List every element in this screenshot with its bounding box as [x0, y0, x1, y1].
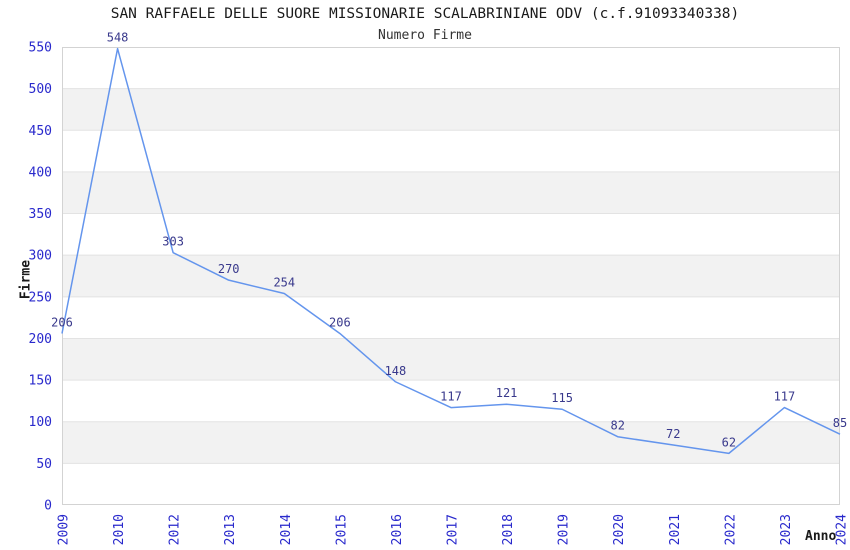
x-tick-label: 2012: [168, 514, 183, 545]
y-tick-label: 500: [29, 82, 52, 97]
x-tick-label: 2020: [612, 514, 627, 545]
data-point-label: 548: [107, 31, 129, 45]
y-tick-label: 300: [29, 249, 52, 264]
grid-band: [62, 421, 840, 464]
data-point-label: 206: [51, 315, 73, 329]
x-tick-label: 2014: [279, 514, 294, 545]
x-tick-label: 2016: [390, 514, 405, 545]
y-tick-label: 100: [29, 415, 52, 430]
series-line: [61, 47, 841, 455]
x-tick-label: 2019: [557, 514, 572, 545]
data-point-label: 62: [722, 435, 736, 449]
y-tick-label: 550: [29, 41, 52, 56]
x-axis-title: Anno: [805, 529, 837, 544]
x-tick-label: 2013: [223, 514, 238, 545]
y-tick-label: 0: [44, 499, 52, 514]
y-tick-label: 150: [29, 374, 52, 389]
y-tick-label: 450: [29, 124, 52, 139]
data-point-label: 85: [833, 416, 847, 430]
data-point-label: 148: [385, 364, 407, 378]
x-tick-label: 2010: [112, 514, 127, 545]
y-tick-label: 250: [29, 290, 52, 305]
data-point-label: 254: [273, 275, 295, 289]
y-tick-label: 200: [29, 332, 52, 347]
data-point-label: 117: [774, 390, 796, 404]
grid-band: [62, 171, 840, 214]
x-tick-label: 2023: [779, 514, 794, 545]
data-point-label: 82: [610, 419, 624, 433]
y-tick-label: 350: [29, 207, 52, 222]
data-point-label: 117: [440, 390, 462, 404]
data-point-label: 115: [551, 391, 573, 405]
x-tick-label: 2018: [501, 514, 516, 545]
x-tick-label: 2021: [668, 514, 683, 545]
y-tick-label: 50: [36, 457, 52, 472]
data-point-label: 72: [666, 427, 680, 441]
x-tick-label: 2024: [835, 514, 850, 545]
data-point-label: 303: [162, 235, 184, 249]
grid-band: [62, 338, 840, 381]
grid-band: [62, 255, 840, 297]
x-tick-label: 2017: [446, 514, 461, 545]
plot-border: [62, 47, 840, 505]
x-tick-label: 2015: [334, 514, 349, 545]
data-point-label: 270: [218, 262, 240, 276]
chart-title: SAN RAFFAELE DELLE SUORE MISSIONARIE SCA…: [110, 6, 740, 22]
chart-subtitle: Numero Firme: [378, 28, 472, 43]
x-tick-label: 2009: [57, 514, 72, 545]
data-point-label: 121: [496, 386, 518, 400]
data-point-label: 206: [329, 315, 351, 329]
grid-band: [62, 88, 840, 131]
x-tick-label: 2022: [723, 514, 738, 545]
y-tick-label: 400: [29, 165, 52, 180]
